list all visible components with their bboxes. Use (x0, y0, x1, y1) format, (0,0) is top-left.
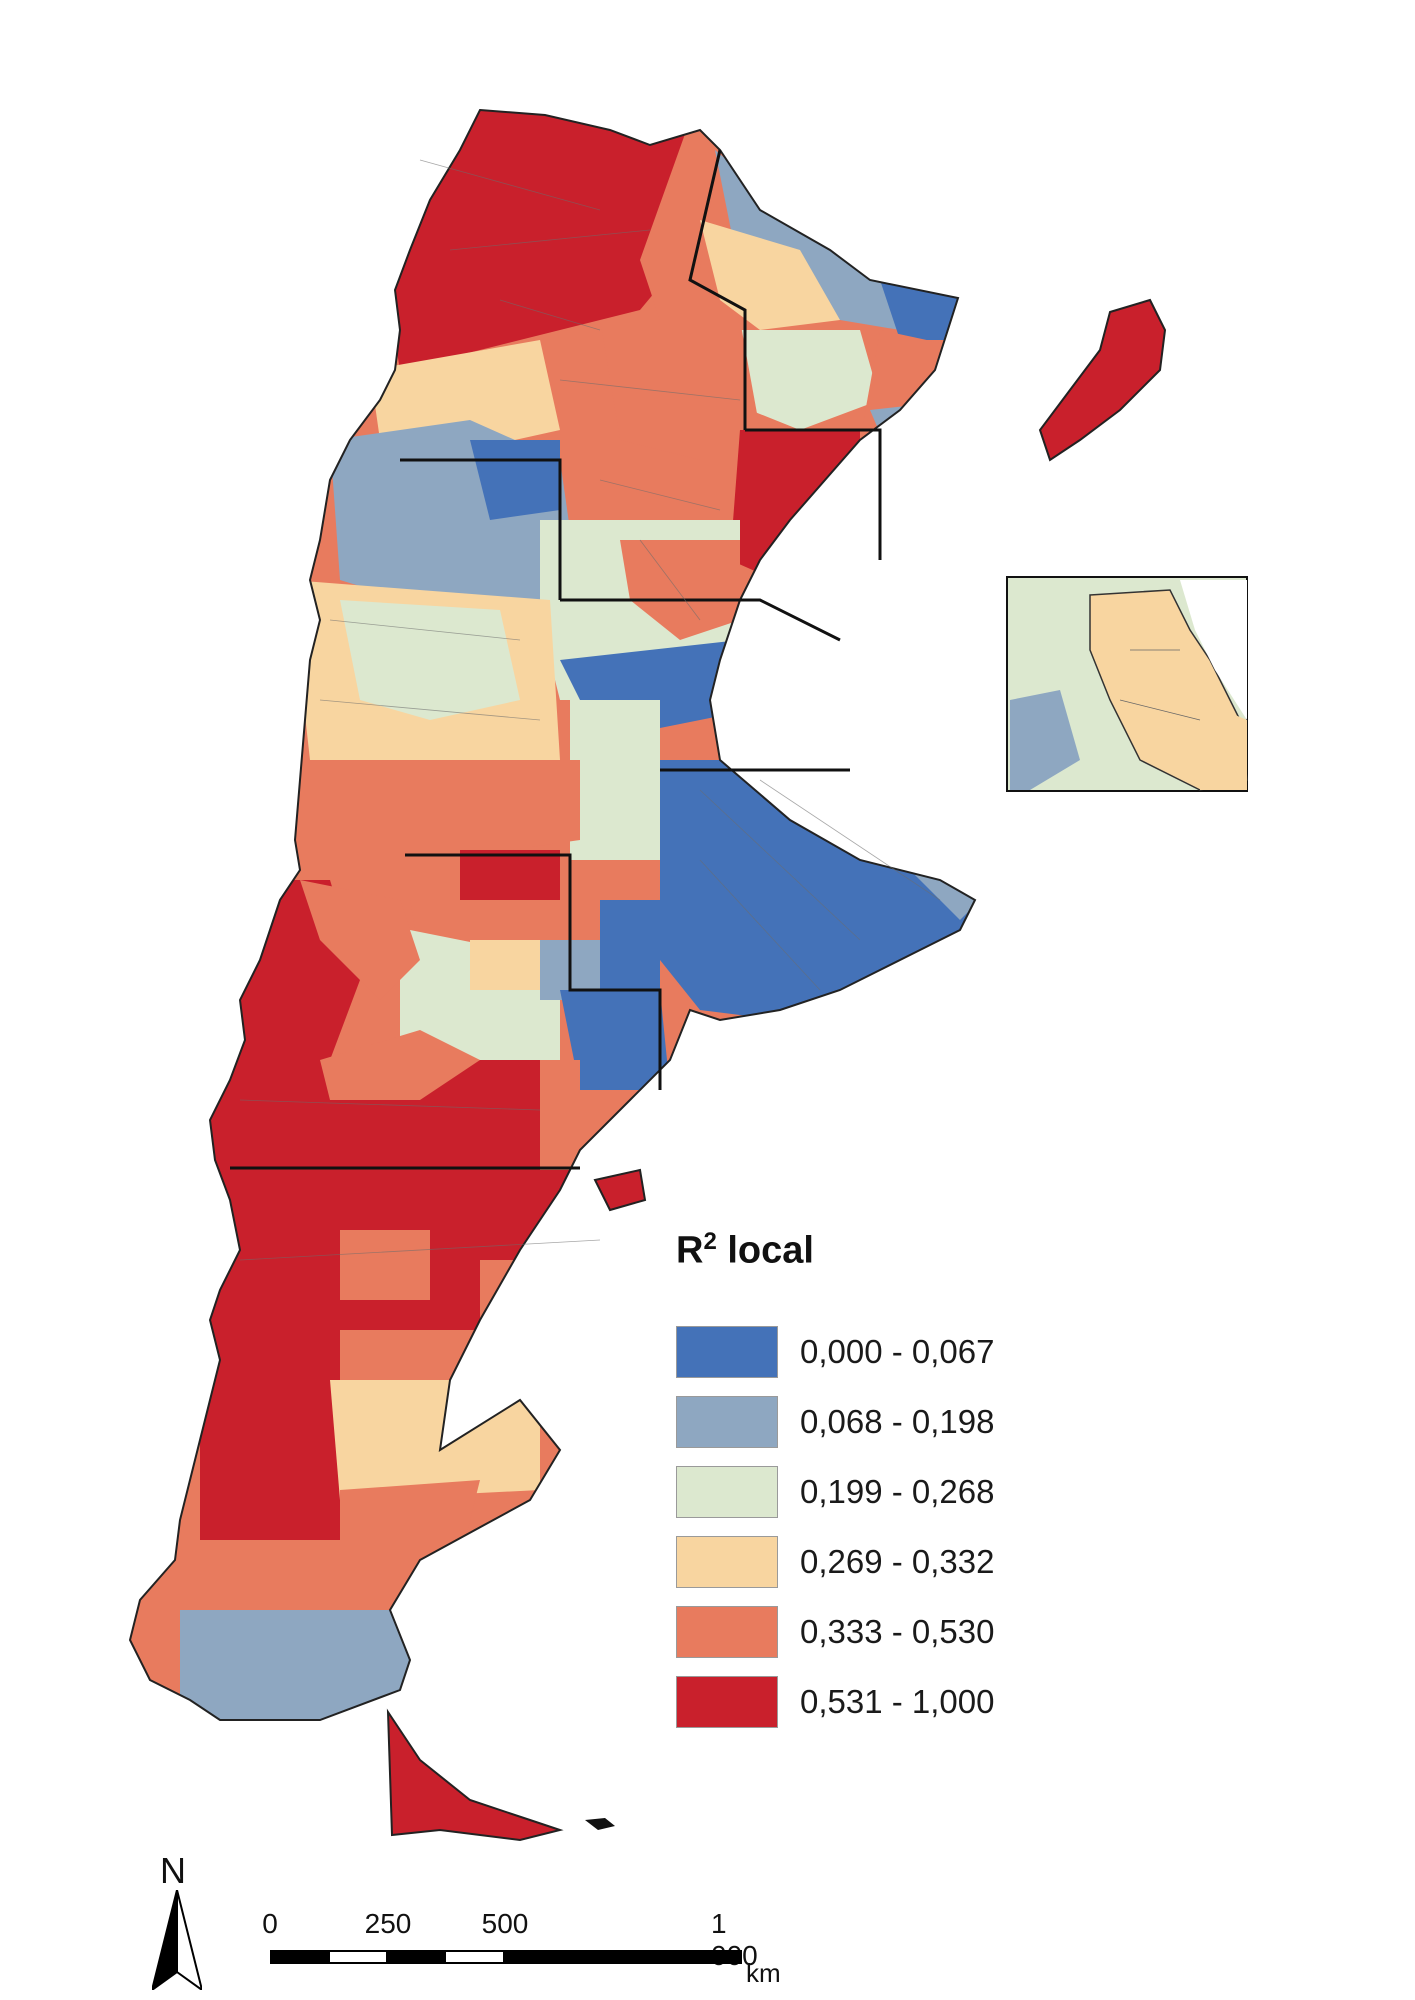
scale-segment (503, 1950, 742, 1964)
legend-swatch (676, 1535, 778, 1588)
region-santacruz-west-red (200, 1310, 340, 1560)
region-chubut-salmon-2 (480, 1260, 640, 1330)
region-ba-delta-beige (900, 760, 975, 840)
legend-swatch (676, 1395, 778, 1448)
region-cordoba-salmon (620, 540, 740, 640)
legend-swatch (676, 1465, 778, 1518)
scale-tick-label: 500 (481, 1908, 529, 1939)
region-corrientes-salmon (860, 330, 975, 520)
valdes-peninsula (593, 1168, 647, 1212)
mainland-outline (128, 108, 977, 1721)
legend-label: 0,068 - 0,198 (800, 1402, 995, 1440)
legend-title: R2 local (676, 1228, 814, 1272)
scale-segment (386, 1950, 446, 1964)
region-mendoza-green (340, 600, 520, 720)
legend-item: 0,068 - 0,198 (676, 1387, 1096, 1457)
region-santiago-salmon (600, 320, 760, 460)
scale-segment (270, 1950, 330, 1964)
legend-item: 0,000 - 0,067 (676, 1317, 1096, 1387)
region-rionegro-salmon (320, 1030, 480, 1100)
region-pampa-blue (600, 900, 660, 1010)
scale-unit: km (746, 1958, 781, 1988)
region-northwest (380, 110, 700, 370)
misiones-region (1038, 298, 1167, 462)
legend-swatch (676, 1325, 778, 1378)
scale-segment (328, 1950, 388, 1964)
legend-item: 0,333 - 0,530 (676, 1597, 1096, 1667)
north-letter: N (160, 1850, 186, 1891)
region-chubut-salmon-1 (340, 1230, 430, 1300)
department-lines (239, 159, 941, 1261)
map-legend: R2 local 0,000 - 0,067 0,068 - 0,198 0,1… (676, 1228, 1096, 1737)
legend-item: 0,199 - 0,268 (676, 1457, 1096, 1527)
legend-label: 0,531 - 1,000 (800, 1682, 995, 1720)
region-north-salmon (640, 120, 720, 320)
legend-label: 0,000 - 0,067 (800, 1332, 995, 1370)
province-boundaries (230, 149, 882, 1170)
inset-map (1006, 576, 1248, 792)
legend-item: 0,531 - 1,000 (676, 1667, 1096, 1737)
legend-swatch (676, 1605, 778, 1658)
legend-swatch (676, 1675, 778, 1728)
region-chaco-beige (700, 220, 840, 330)
scale-tick-label: 250 (364, 1908, 412, 1939)
region-pampa-beige (470, 940, 540, 990)
region-neuquen-salmon (300, 880, 420, 1000)
region-ba-south-blue (560, 990, 670, 1090)
region-ba-northeast-grey (740, 640, 880, 720)
north-arrow: N (152, 1850, 202, 1990)
legend-item: 0,269 - 0,332 (676, 1527, 1096, 1597)
region-entrerios-salmon (840, 540, 940, 700)
scale-segment (444, 1950, 505, 1964)
region-santacruz-south-salmon (130, 1540, 420, 1620)
region-rionegro-red (200, 1060, 560, 1170)
region-rionegro-east-salmon (540, 1060, 580, 1170)
legend-label: 0,333 - 0,530 (800, 1612, 995, 1650)
region-lapampa-green (570, 700, 660, 860)
scale-bar: 0 250 500 1 000 km (258, 1908, 798, 1988)
legend-label: 0,199 - 0,268 (800, 1472, 995, 1510)
region-north-green (740, 330, 880, 430)
scale-tick-label: 0 (262, 1908, 278, 1939)
region-corrientes-grey (870, 400, 960, 480)
region-santacruz-beige (330, 1380, 540, 1500)
islands-south (585, 1818, 615, 1830)
tierra-del-fuego (386, 1708, 564, 1842)
region-pampa-red (460, 850, 560, 900)
region-mendoza-south-salmon (300, 760, 580, 860)
legend-label: 0,269 - 0,332 (800, 1542, 995, 1580)
region-catamarca-beige (370, 340, 560, 450)
region-santacruz-tip-grey (180, 1610, 410, 1720)
north-arrow-icon (152, 1890, 202, 1990)
